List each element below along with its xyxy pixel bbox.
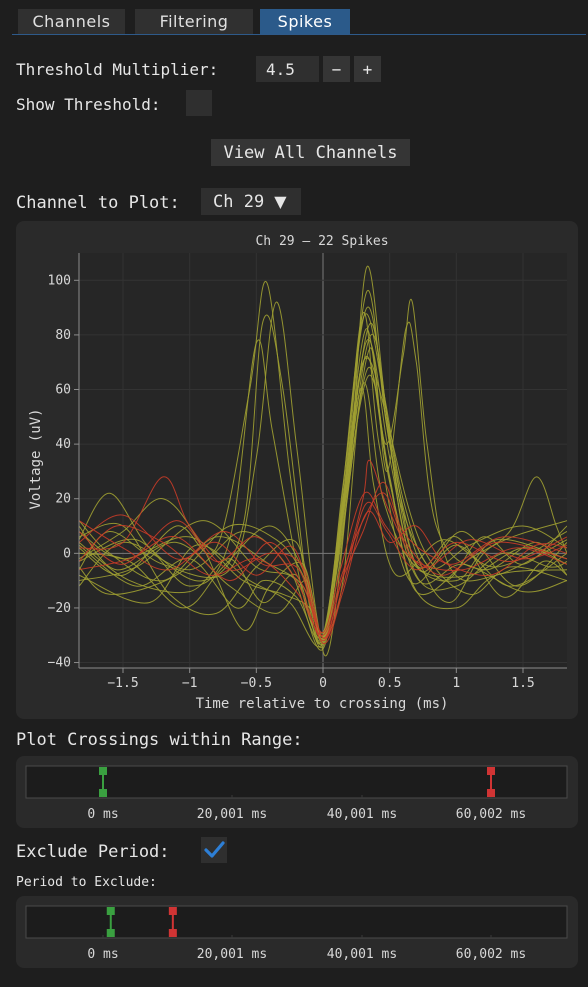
y-tick-label: 100 <box>48 273 71 288</box>
exclude-range-tick-label: 60,002 ms <box>456 947 526 962</box>
tab-channels[interactable]: Channels <box>18 9 125 34</box>
channel-select[interactable]: Ch 29 ▼ <box>201 188 301 215</box>
chevron-down-icon: ▼ <box>274 192 287 211</box>
crossings-range-tick-label: 60,002 ms <box>456 807 526 822</box>
spike-waveform-line <box>79 481 567 639</box>
show-threshold-checkbox[interactable] <box>186 90 212 116</box>
channel-to-plot-label: Channel to Plot: <box>16 193 180 213</box>
x-tick-label: −1.5 <box>107 676 138 691</box>
spike-plot-panel[interactable]: Ch 29 – 22 Spikes −1.5 −1 −0.5 0 0.5 1 1.5 −40 −… <box>16 221 578 719</box>
y-tick-label: 0 <box>63 546 71 561</box>
exclude-range-tick-label: 0 ms <box>87 947 118 962</box>
y-tick-label: 20 <box>55 492 71 507</box>
crossings-range-label: Plot Crossings within Range: <box>16 730 303 750</box>
exclude-range-tick-label: 20,001 ms <box>197 947 267 962</box>
crossings-range-tick-label: 0 ms <box>87 807 118 822</box>
threshold-increment-button[interactable]: + <box>354 56 381 82</box>
exclude-range-max-handle[interactable] <box>168 907 177 937</box>
y-tick-label: 40 <box>55 437 71 452</box>
x-tick-label: −0.5 <box>241 676 272 691</box>
tab-spikes[interactable]: Spikes <box>260 9 350 34</box>
period-to-exclude-label: Period to Exclude: <box>16 875 157 890</box>
view-all-channels-button[interactable]: View All Channels <box>211 139 410 166</box>
exclude-range-min-handle[interactable] <box>106 907 115 937</box>
threshold-input[interactable]: 4.5 <box>256 56 319 82</box>
spike-waveform-line <box>79 374 567 634</box>
x-tick-label: 1 <box>452 676 460 691</box>
crossings-range-track <box>25 765 568 799</box>
period-to-exclude-panel: 0 ms 20,001 ms 40,001 ms 60,002 ms <box>16 896 578 968</box>
threshold-label: Threshold Multiplier: <box>16 60 219 79</box>
crossings-range-max-handle[interactable] <box>487 767 495 797</box>
exclude-period-checkbox[interactable] <box>201 837 227 863</box>
tab-filtering[interactable]: Filtering <box>135 9 253 34</box>
crossings-range-min-handle[interactable] <box>99 767 107 797</box>
period-to-exclude-slider[interactable]: 0 ms 20,001 ms 40,001 ms 60,002 ms <box>16 896 578 968</box>
spike-waveform-chart[interactable]: Ch 29 – 22 Spikes −1.5 −1 −0.5 0 0.5 1 1.5 −40 −… <box>16 221 578 719</box>
spike-waveform-line <box>79 501 567 642</box>
exclude-range-track <box>25 905 568 939</box>
spike-waveform-line <box>79 306 567 636</box>
x-tick-label: 1.5 <box>511 676 534 691</box>
spike-waveform-line <box>79 510 567 644</box>
exclude-period-label: Exclude Period: <box>16 842 170 862</box>
exclude-range-tick-label: 40,001 ms <box>327 947 397 962</box>
threshold-value: 4.5 <box>266 59 295 79</box>
show-threshold-label: Show Threshold: <box>16 95 161 114</box>
channel-select-value: Ch 29 <box>213 191 265 212</box>
spike-waveform-line <box>79 355 567 640</box>
x-tick-label: 0.5 <box>378 676 401 691</box>
y-tick-label: 80 <box>55 328 71 343</box>
y-tick-label: −20 <box>48 601 71 616</box>
y-tick-label: −40 <box>48 656 71 671</box>
y-tick-label: 60 <box>55 383 71 398</box>
crossings-range-tick-label: 20,001 ms <box>197 807 267 822</box>
chart-title: Ch 29 – 22 Spikes <box>255 234 388 249</box>
x-tick-label: 0 <box>319 676 327 691</box>
threshold-decrement-button[interactable]: − <box>323 56 350 82</box>
crossings-range-slider[interactable]: 0 ms 20,001 ms 40,001 ms 60,002 ms <box>16 756 578 828</box>
x-axis-label: Time relative to crossing (ms) <box>196 696 449 712</box>
crossings-range-panel: 0 ms 20,001 ms 40,001 ms 60,002 ms <box>16 756 578 828</box>
spike-waveform-line <box>79 321 567 637</box>
spike-waveform-line <box>79 491 567 634</box>
y-axis-label: Voltage (uV) <box>28 408 44 509</box>
x-tick-label: −1 <box>182 676 198 691</box>
crossings-range-tick-label: 40,001 ms <box>327 807 397 822</box>
tab-underline <box>12 34 586 35</box>
checkmark-icon <box>204 841 225 858</box>
spike-waveform-line <box>79 322 567 643</box>
spike-waveform-line <box>79 492 567 636</box>
